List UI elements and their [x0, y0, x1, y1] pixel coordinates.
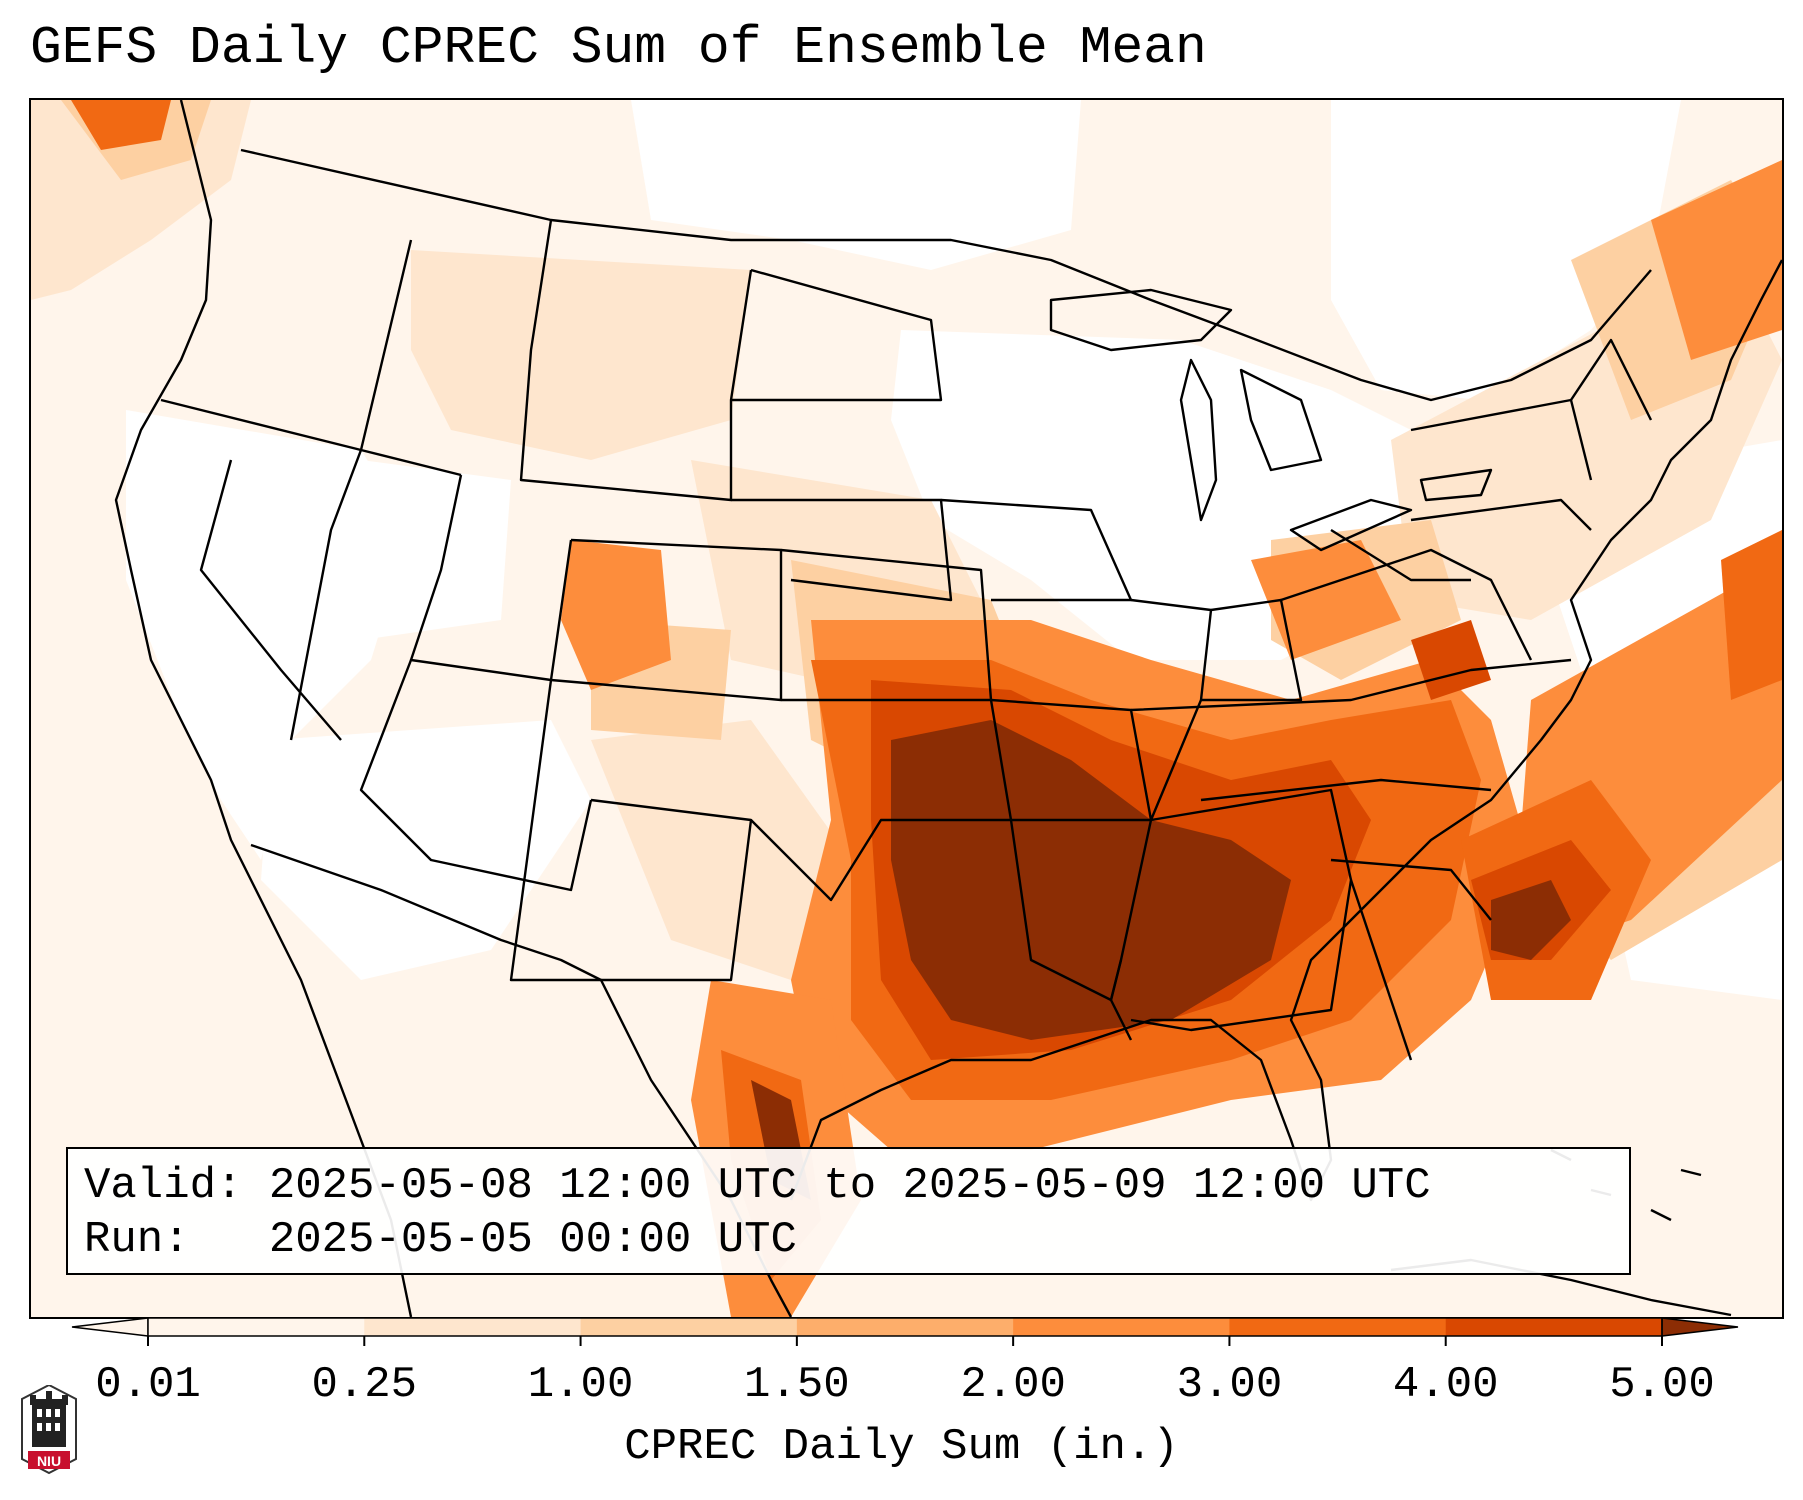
- colorbar-tick-label: 5.00: [1609, 1360, 1715, 1410]
- state-line: [1130, 598, 1213, 821]
- lake-huron: [1239, 368, 1323, 472]
- colorbar-outline: [147, 1317, 1663, 1337]
- colorbar-tick-label: 1.00: [527, 1360, 634, 1410]
- state-line: [1130, 788, 1353, 1032]
- map-boundaries: [114, 100, 1782, 1317]
- colorbar-segment: [364, 1318, 582, 1336]
- state-line: [519, 219, 753, 502]
- state-line: [1330, 858, 1492, 921]
- lake-michigan: [1179, 358, 1218, 522]
- state-line: [199, 459, 342, 741]
- map-panel: [29, 98, 1784, 1319]
- state-line: [780, 548, 993, 701]
- colorbar-tick-label: 3.00: [1176, 1360, 1283, 1410]
- colorbar-segment: [580, 1318, 798, 1336]
- logo-text: NIU: [37, 1453, 61, 1469]
- state-line: [731, 498, 953, 602]
- colorbar-label: CPREC Daily Sum (in.): [624, 1422, 1179, 1472]
- state-line: [289, 449, 363, 741]
- state-line: [990, 698, 1153, 822]
- lake-superior: [1049, 288, 1233, 352]
- canada-border: [240, 148, 1652, 402]
- page-title: GEFS Daily CPREC Sum of Ensemble Mean: [30, 18, 1207, 78]
- colorbar-tick-label: 2.00: [960, 1360, 1066, 1410]
- gulf-coast: [789, 259, 1782, 1202]
- colorbar-extend-low: [71, 1317, 149, 1337]
- state-line: [1410, 498, 1592, 531]
- colorbar-segment: [1013, 1318, 1230, 1336]
- state-line: [1201, 598, 1303, 702]
- run-time-text: Run: 2025-05-05 00:00 UTC: [84, 1215, 797, 1265]
- colorbar-tick-label: 0.25: [311, 1360, 418, 1410]
- state-line: [1349, 879, 1413, 1061]
- state-line: [1130, 658, 1572, 712]
- state-line: [1109, 959, 1133, 1041]
- colorbar-segment: [148, 1318, 365, 1336]
- colorbar-tick-label: 0.01: [95, 1360, 201, 1410]
- colorbar: [71, 1317, 1739, 1346]
- state-line: [509, 679, 753, 982]
- precipitation-map: [31, 100, 1782, 1317]
- state-line: [750, 698, 1013, 902]
- lake-erie: [1289, 498, 1413, 552]
- state-line: [731, 268, 943, 402]
- state-line: [1330, 528, 1471, 582]
- state-line: [550, 538, 783, 702]
- colorbar-segment: [1445, 1318, 1663, 1336]
- colorbar-tick-label: 1.50: [744, 1360, 850, 1410]
- state-line: [359, 239, 462, 477]
- colorbar-segment: [796, 1318, 1014, 1336]
- state-line: [1280, 548, 1533, 661]
- valid-run-info-box: Valid: 2025-05-08 12:00 UTC to 2025-05-0…: [66, 1147, 1631, 1275]
- niu-tower-logo-icon: NIU: [21, 1385, 77, 1475]
- coastline: [114, 100, 413, 1317]
- state-line: [359, 659, 593, 892]
- state-line: [160, 398, 362, 452]
- lake-ontario: [1419, 468, 1493, 502]
- state-line: [940, 498, 1133, 602]
- state-line: [1570, 338, 1653, 421]
- colorbar-extend-high: [1661, 1317, 1739, 1337]
- state-line: [1200, 778, 1492, 802]
- colorbar-tick-label: 4.00: [1392, 1360, 1499, 1410]
- valid-time-text: Valid: 2025-05-08 12:00 UTC to 2025-05-0…: [84, 1161, 1431, 1211]
- colorbar-segment: [1229, 1318, 1447, 1336]
